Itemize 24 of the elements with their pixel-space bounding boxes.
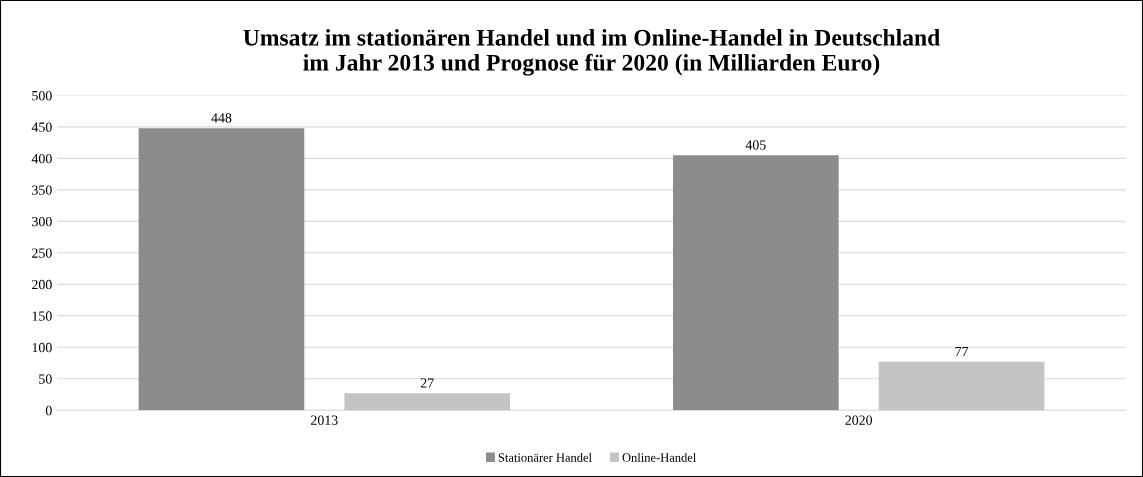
chart-title: Umsatz im stationären Handel und im Online-Handel in Deutschland im Jahr 2013 und Prognose für 2020 (in Milliarden Euro) xyxy=(243,29,940,76)
legend-label: Online-Handel xyxy=(622,452,697,462)
y-tick-label: 100 xyxy=(32,342,52,353)
bar xyxy=(672,155,839,411)
y-tick-label: 250 xyxy=(32,248,52,258)
bar xyxy=(344,393,511,411)
y-tick-label: 150 xyxy=(32,311,52,321)
y-tick-label: 450 xyxy=(31,122,52,132)
y-tick-label: 300 xyxy=(32,216,52,227)
data-label: 27 xyxy=(420,378,434,388)
bar xyxy=(138,128,305,411)
y-tick-label: 0 xyxy=(45,405,52,416)
y-tick-label: 200 xyxy=(32,279,52,290)
bar xyxy=(878,361,1045,411)
y-tick-label: 350 xyxy=(32,185,52,195)
data-label: 405 xyxy=(745,140,766,150)
data-label: 77 xyxy=(955,346,969,356)
y-tick-label: 50 xyxy=(39,374,52,384)
y-tick-label: 500 xyxy=(32,90,52,101)
x-tick-label: 2013 xyxy=(311,415,338,425)
data-label: 448 xyxy=(211,113,232,123)
x-tick-label: 2020 xyxy=(845,415,873,425)
y-tick-label: 400 xyxy=(31,153,52,164)
legend-label: Stationärer Handel xyxy=(498,452,592,462)
